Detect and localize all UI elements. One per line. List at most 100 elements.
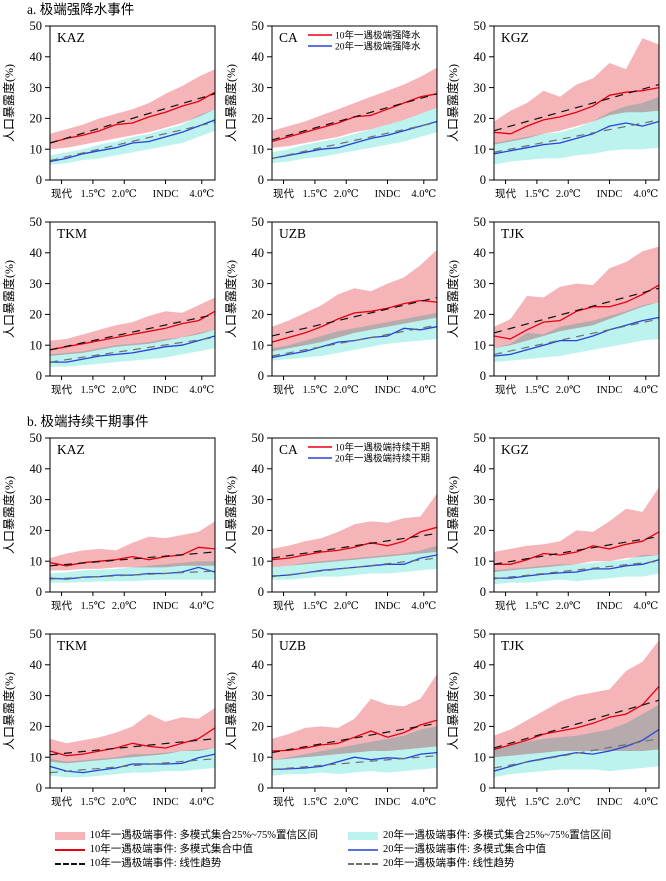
band-10yr xyxy=(494,640,659,758)
y-tick-label: 20 xyxy=(252,524,265,538)
x-tick-label: 4.0℃ xyxy=(189,385,214,396)
x-tick-label: 现代 xyxy=(495,796,516,808)
band-20yr xyxy=(494,555,659,585)
median-line-20yr xyxy=(272,554,437,577)
chart-a-ca: 0 10 20 30 40 50 现代 1.5℃ 2.0℃ INDC 4.0℃ 人口暴露度(%) CA 1… xyxy=(223,20,438,200)
y-tick-label: 20 xyxy=(252,112,265,126)
y-tick-label: 50 xyxy=(474,628,487,641)
plot-frame xyxy=(493,221,660,377)
trend-line-10yr xyxy=(494,699,659,749)
x-tick-label: 现代 xyxy=(273,188,294,200)
y-axis-label: 人口暴露度(%) xyxy=(1,64,16,142)
section-a-title: a. 极端强降水事件 xyxy=(27,2,135,17)
x-tick-label: 4.0℃ xyxy=(189,189,214,200)
chart-b-tkm: 0 10 20 30 40 50 现代 1.5℃ 2.0℃ INDC 4.0℃ 人口暴露度(%) TKM xyxy=(1,628,216,808)
plot-frame xyxy=(271,437,438,593)
y-tick-label: 0 xyxy=(258,369,264,383)
plot-frame xyxy=(271,25,438,181)
chart-b-uzb: 0 10 20 30 40 50 现代 1.5℃ 2.0℃ INDC 4.0℃ 人口暴露度(%) UZB xyxy=(223,628,438,808)
x-tick-label: 1.5℃ xyxy=(80,385,105,396)
y-axis-label: 人口暴露度(%) xyxy=(1,476,16,554)
y-tick-label: 50 xyxy=(252,20,265,33)
band-10yr xyxy=(272,493,437,568)
x-tick-label: 1.5℃ xyxy=(524,797,549,808)
y-axis-label: 人口暴露度(%) xyxy=(1,672,16,750)
x-tick-label: 1.5℃ xyxy=(302,189,327,200)
median-line-10yr xyxy=(494,284,659,340)
x-tick-label: INDC xyxy=(153,601,179,612)
y-tick-label: 40 xyxy=(252,658,265,672)
median-line-20yr xyxy=(272,326,437,359)
y-axis-label: 人口暴露度(%) xyxy=(1,260,16,338)
plot-frame xyxy=(271,633,438,789)
y-tick-label: 10 xyxy=(30,750,43,764)
x-tick-label: 4.0℃ xyxy=(633,385,658,396)
x-tick-label: 2.0℃ xyxy=(556,601,581,612)
plot-frame xyxy=(49,221,216,377)
median-line-20yr xyxy=(50,335,215,363)
y-tick-label: 0 xyxy=(258,173,264,187)
dash-10yr-swatch xyxy=(54,862,85,865)
x-tick-label: 4.0℃ xyxy=(189,601,214,612)
plot-frame xyxy=(49,633,216,789)
y-tick-label: 30 xyxy=(474,493,487,507)
inplot-legend-label: 10年一遇极端强降水 xyxy=(335,30,421,42)
y-tick-label: 30 xyxy=(474,277,487,291)
x-tick-label: 现代 xyxy=(51,188,72,200)
y-tick-label: 0 xyxy=(36,781,42,795)
y-tick-label: 20 xyxy=(30,720,43,734)
panel-region-label: KGZ xyxy=(501,30,529,45)
section-b-title: b. 极端持续干期事件 xyxy=(27,414,149,429)
x-tick-label: 现代 xyxy=(495,384,516,396)
x-tick-label: 现代 xyxy=(273,384,294,396)
median-line-20yr xyxy=(494,728,659,772)
legend-label: 20年一遇极端事件: 多模式集合中值 xyxy=(383,844,547,855)
y-tick-label: 40 xyxy=(252,462,265,476)
y-tick-label: 10 xyxy=(252,338,265,352)
section-a-row-1: 0 10 20 30 40 50 现代 1.5℃ 2.0℃ INDC 4.0℃ 人口暴露度(%) KAZ… xyxy=(0,20,666,216)
x-tick-label: 现代 xyxy=(51,796,72,808)
x-tick-label: 1.5℃ xyxy=(524,385,549,396)
x-tick-label: 4.0℃ xyxy=(633,189,658,200)
y-tick-label: 40 xyxy=(30,658,43,672)
plot-frame xyxy=(271,221,438,377)
y-axis-label: 人口暴露度(%) xyxy=(223,476,238,554)
y-tick-label: 10 xyxy=(474,338,487,352)
band-10yr xyxy=(272,67,437,148)
inplot-legend-label: 20年一遇极端强降水 xyxy=(335,41,421,53)
y-tick-label: 0 xyxy=(258,585,264,599)
band-10yr xyxy=(494,246,659,349)
y-tick-label: 50 xyxy=(252,432,265,445)
trend-line-10yr xyxy=(50,93,215,144)
legend-column-20yr: 20年一遇极端事件: 多模式集合25%~75%置信区间 20年一遇极端事件: 多… xyxy=(348,829,611,870)
line-10yr-swatch xyxy=(54,848,85,851)
median-line-10yr xyxy=(494,685,659,751)
median-line-20yr xyxy=(50,753,215,774)
y-tick-label: 0 xyxy=(480,781,486,795)
legend-item-10yr-median: 10年一遇极端事件: 多模式集合中值 xyxy=(54,843,318,856)
y-tick-label: 10 xyxy=(252,750,265,764)
x-tick-label: 2.0℃ xyxy=(556,189,581,200)
band-10yr xyxy=(494,487,659,572)
band-20yr-swatch xyxy=(348,831,378,840)
y-axis-label: 人口暴露度(%) xyxy=(445,672,460,750)
legend-label: 20年一遇极端事件: 多模式集合25%~75%置信区间 xyxy=(383,830,612,841)
median-line-20yr xyxy=(272,751,437,771)
y-tick-label: 30 xyxy=(252,689,265,703)
y-tick-label: 10 xyxy=(474,750,487,764)
x-tick-label: 2.0℃ xyxy=(334,385,359,396)
chart-a-tkm: 0 10 20 30 40 50 现代 1.5℃ 2.0℃ INDC 4.0℃ 人口暴露度(%) TKM xyxy=(1,216,216,396)
trend-line-20yr xyxy=(494,119,659,153)
x-tick-label: 现代 xyxy=(495,600,516,612)
x-tick-label: 4.0℃ xyxy=(633,797,658,808)
chart-a-tjk: 0 10 20 30 40 50 现代 1.5℃ 2.0℃ INDC 4.0℃ 人口暴露度(%) TJK xyxy=(445,216,660,396)
y-tick-label: 40 xyxy=(252,246,265,260)
y-axis-label: 人口暴露度(%) xyxy=(445,476,460,554)
band-10yr xyxy=(272,674,437,761)
y-tick-label: 40 xyxy=(30,50,43,64)
x-tick-label: 1.5℃ xyxy=(302,797,327,808)
y-tick-label: 40 xyxy=(474,246,487,260)
chart-a-kaz: 0 10 20 30 40 50 现代 1.5℃ 2.0℃ INDC 4.0℃ 人口暴露度(%) KAZ xyxy=(1,20,216,200)
x-tick-label: 4.0℃ xyxy=(189,797,214,808)
chart-b-kaz: 0 10 20 30 40 50 现代 1.5℃ 2.0℃ INDC 4.0℃ 人口暴露度(%) KAZ xyxy=(1,432,216,612)
